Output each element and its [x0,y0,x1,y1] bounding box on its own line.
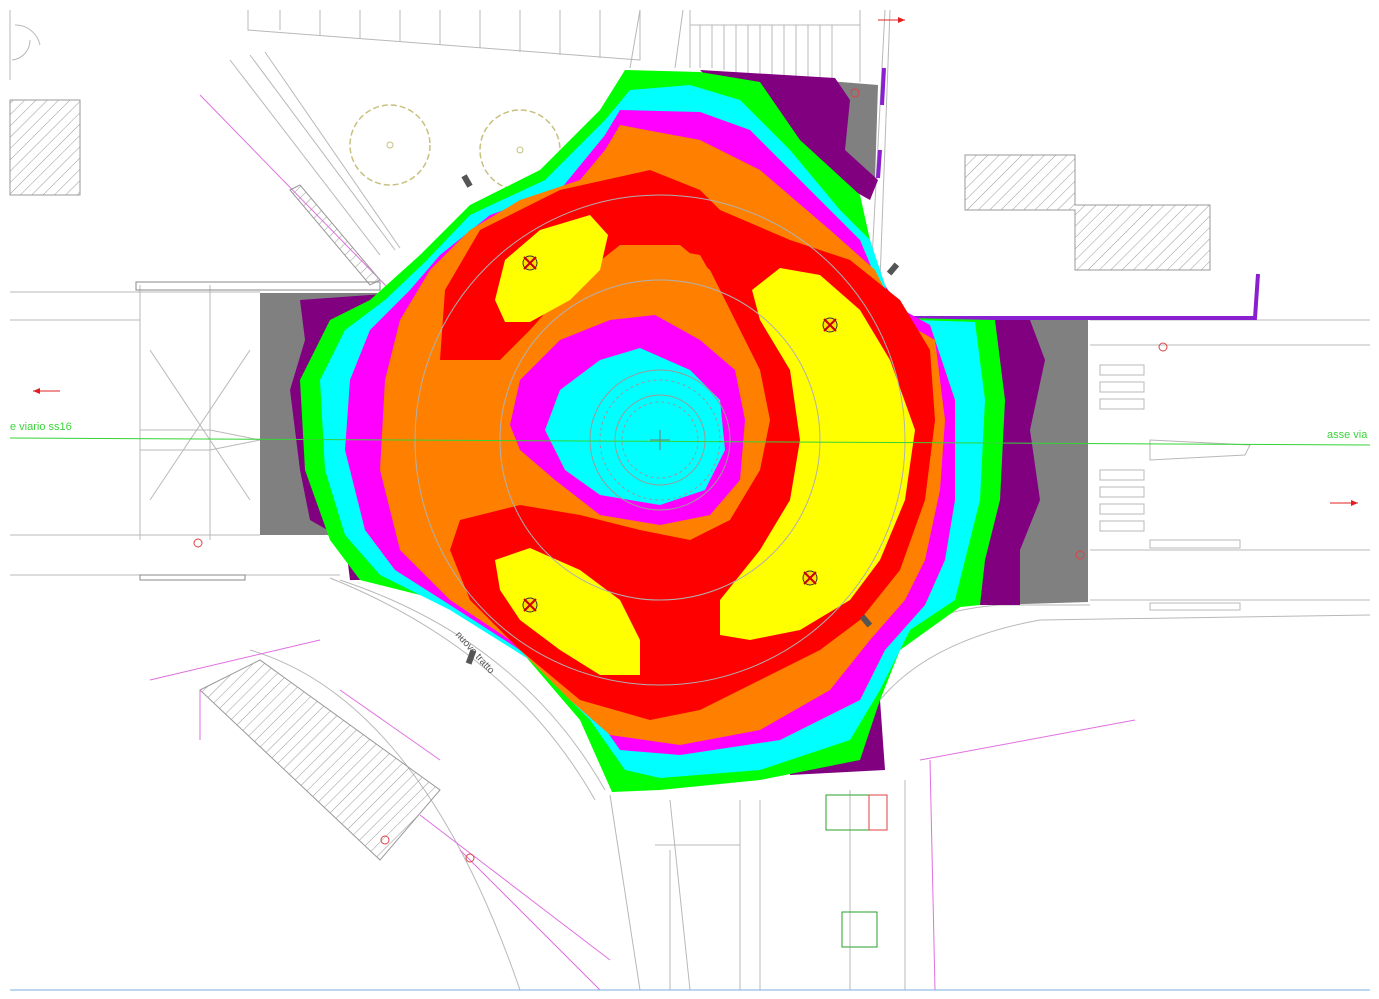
arrow-right-icon [1330,500,1358,506]
road-axis-line [9,437,1371,446]
tree-icon [349,104,431,186]
pole-marker [886,262,900,276]
existing-pole-icon [380,835,390,845]
zone-yellow [720,268,915,640]
luminaire-icon [522,255,538,271]
axis-label-right: asse via [1327,429,1368,441]
pole-marker [859,614,873,628]
zone-yellow [495,548,640,675]
pole-marker [465,649,477,665]
pole-marker [461,174,473,188]
existing-pole-icon [193,538,203,548]
arrow-right-icon [878,17,905,23]
luminaire-icon [522,597,538,613]
illuminance-zones [260,70,1088,792]
existing-pole-icon [850,88,860,98]
axis-label-left: e viario ss16 [10,421,72,433]
arrow-left-icon [33,388,60,394]
luminaire-icon [802,570,818,586]
zone-cyan [545,348,725,505]
existing-pole-icon [1075,550,1085,560]
existing-pole-icon [1158,342,1168,352]
zone-yellow [495,215,608,322]
existing-pole-icon [465,853,475,863]
luminaire-icon [822,317,838,333]
